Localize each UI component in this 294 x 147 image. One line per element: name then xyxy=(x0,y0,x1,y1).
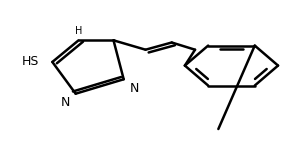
Text: H: H xyxy=(75,26,82,36)
Text: N: N xyxy=(130,82,139,95)
Text: N: N xyxy=(61,96,70,109)
Text: HS: HS xyxy=(22,55,39,69)
